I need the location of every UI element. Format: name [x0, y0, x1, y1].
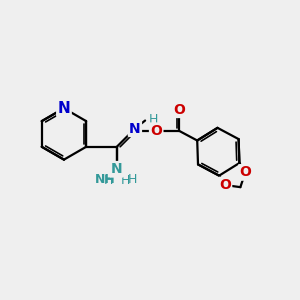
Text: H: H	[120, 174, 130, 187]
Text: O: O	[239, 165, 251, 179]
Text: O: O	[173, 103, 185, 117]
Text: N: N	[111, 162, 123, 176]
Text: NH: NH	[94, 173, 116, 186]
Text: N: N	[58, 101, 70, 116]
Text: H: H	[104, 174, 113, 187]
Text: N: N	[129, 122, 141, 136]
Text: H: H	[148, 112, 158, 126]
Text: O: O	[150, 124, 162, 138]
Text: H: H	[128, 173, 137, 186]
Text: O: O	[219, 178, 231, 192]
